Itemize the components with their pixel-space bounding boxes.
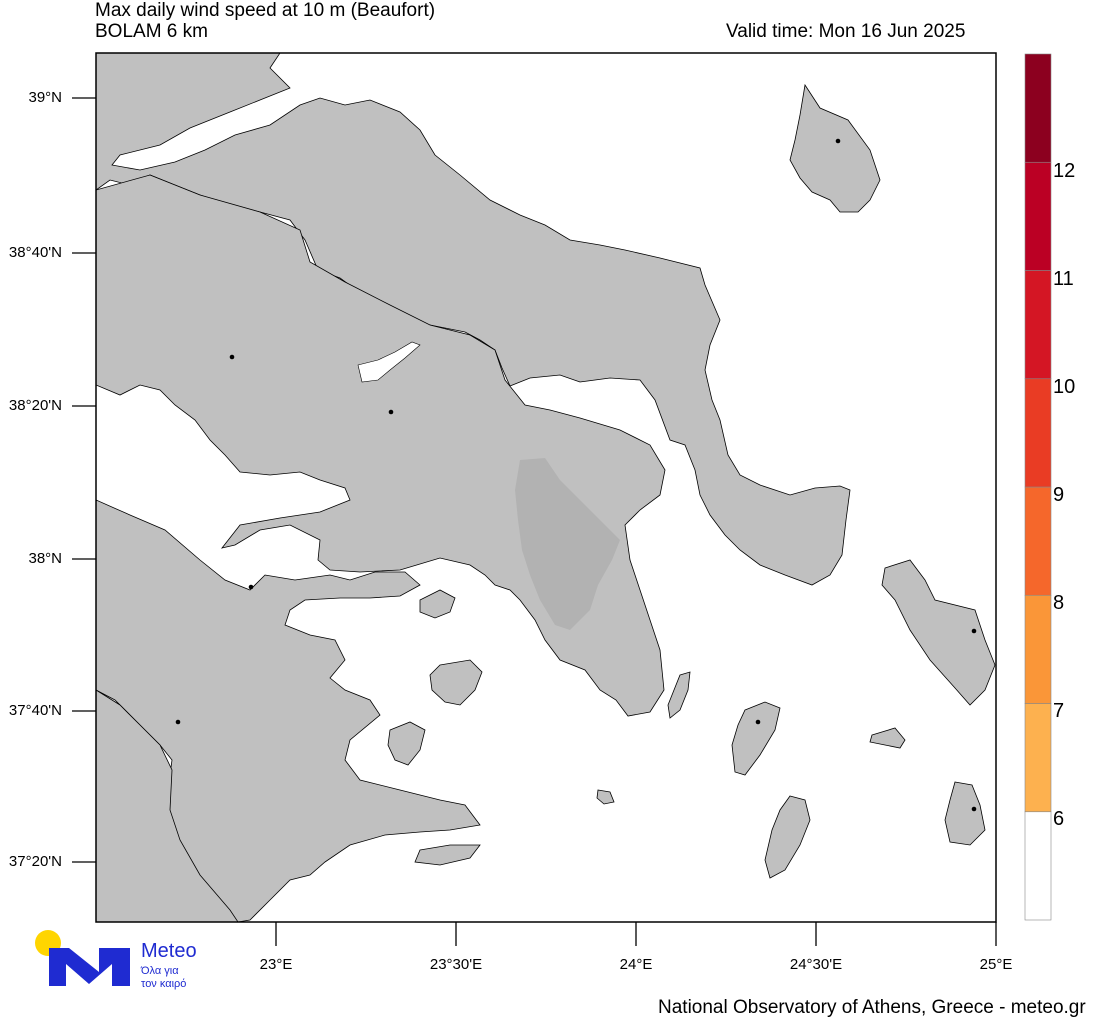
logo-name: Meteo bbox=[141, 940, 197, 962]
colorbar-label-6: 6 bbox=[1053, 808, 1065, 830]
footer-credit: National Observatory of Athens, Greece -… bbox=[658, 997, 1086, 1018]
euboea bbox=[789, 83, 881, 213]
meteo-logo-mark bbox=[35, 930, 130, 986]
colorbar-swatch-6 bbox=[1024, 161, 1052, 271]
island-syros bbox=[944, 781, 986, 846]
lake bbox=[357, 341, 421, 383]
island-hydra bbox=[414, 844, 481, 866]
colorbar bbox=[1024, 53, 1052, 921]
colorbar-label-8: 8 bbox=[1053, 592, 1065, 614]
colorbar-swatch-3 bbox=[1024, 486, 1052, 596]
city-markers bbox=[175, 138, 977, 812]
colorbar-label-7: 7 bbox=[1053, 700, 1065, 722]
lat-label-38n: 38°N bbox=[28, 550, 62, 567]
logo-tagline-2: τον καιρό bbox=[141, 978, 187, 990]
peloponnese-south bbox=[96, 689, 239, 922]
island-salamina bbox=[419, 589, 456, 619]
meteo-logo[interactable]: Meteo Όλα για τον καιρό bbox=[33, 928, 213, 992]
colorbar-label-12: 12 bbox=[1053, 160, 1076, 182]
map-title: Max daily wind speed at 10 m (Beaufort) bbox=[95, 0, 436, 21]
island-poros bbox=[387, 721, 426, 766]
mountain-region bbox=[515, 458, 620, 630]
lon-label-25e: 25°E bbox=[979, 956, 1013, 973]
lon-label-23-30e: 23°30'E bbox=[429, 956, 483, 973]
lat-label-38-40n: 38°40'N bbox=[8, 244, 62, 261]
lon-label-24-30e: 24°30'E bbox=[789, 956, 843, 973]
colorbar-label-9: 9 bbox=[1053, 484, 1065, 506]
island-kythnos-small bbox=[596, 789, 615, 805]
colorbar-swatch-4 bbox=[1024, 378, 1052, 488]
colorbar-swatch-5 bbox=[1024, 270, 1052, 380]
colorbar-swatch-0 bbox=[1024, 811, 1052, 921]
mainland-south-central bbox=[96, 174, 666, 717]
map-frame bbox=[95, 52, 997, 923]
colorbar-label-10: 10 bbox=[1053, 376, 1076, 398]
colorbar-swatch-1 bbox=[1024, 703, 1052, 813]
valid-time: Valid time: Mon 16 Jun 2025 bbox=[726, 21, 966, 42]
island-makronisos bbox=[667, 671, 691, 719]
island-kythnos bbox=[764, 795, 811, 879]
island-kea bbox=[731, 701, 781, 776]
logo-tagline-1: Όλα για bbox=[141, 965, 179, 977]
lat-label-37-20n: 37°20'N bbox=[8, 853, 62, 870]
lat-label-38-20n: 38°20'N bbox=[8, 397, 62, 414]
lon-label-24e: 24°E bbox=[619, 956, 653, 973]
island-small-east bbox=[869, 727, 906, 749]
island-aegina bbox=[429, 659, 483, 706]
lon-label-23e: 23°E bbox=[259, 956, 293, 973]
colorbar-swatch-2 bbox=[1024, 594, 1052, 704]
lat-label-37-40n: 37°40'N bbox=[8, 702, 62, 719]
skyros bbox=[881, 559, 996, 706]
lat-label-39n: 39°N bbox=[28, 89, 62, 106]
colorbar-label-11: 11 bbox=[1053, 268, 1074, 290]
colorbar-swatch-7 bbox=[1024, 53, 1052, 163]
model-label: BOLAM 6 km bbox=[95, 21, 208, 42]
